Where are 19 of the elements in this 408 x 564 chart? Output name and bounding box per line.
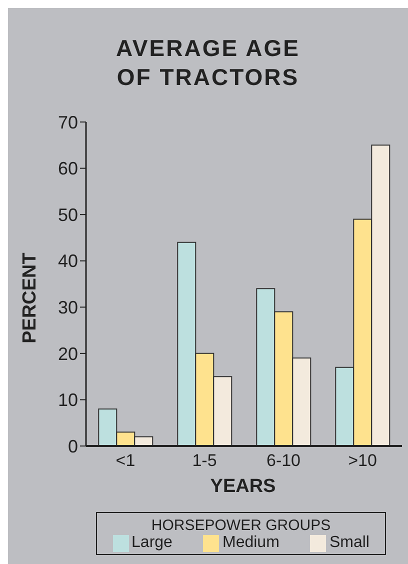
legend-label: Large (130, 534, 172, 552)
chart-title: AVERAGE AGE OF TRACTORS (115, 34, 301, 92)
x-tick-label: 1-5 (192, 451, 217, 470)
y-tick-label: 60 (58, 158, 78, 179)
y-tick-label: 0 (68, 436, 78, 456)
y-tick-label: 30 (58, 298, 78, 318)
y-axis-title: PERCENT (19, 252, 41, 344)
x-tick-label: 6-10 (266, 451, 301, 470)
x-tick-label: <1 (116, 451, 136, 470)
legend-label: Medium (221, 534, 280, 552)
y-tick-label: 20 (58, 344, 78, 364)
x-tick-label: >10 (348, 451, 377, 470)
legend-title: HORSEPOWER GROUPS (150, 517, 332, 534)
y-tick-label: 10 (58, 390, 78, 410)
y-tick-label: 50 (58, 204, 78, 225)
y-tick-label: 40 (58, 251, 78, 272)
legend-label: Small (328, 534, 370, 552)
x-axis-title: YEARS (209, 476, 277, 498)
y-tick-label: 70 (58, 112, 78, 132)
